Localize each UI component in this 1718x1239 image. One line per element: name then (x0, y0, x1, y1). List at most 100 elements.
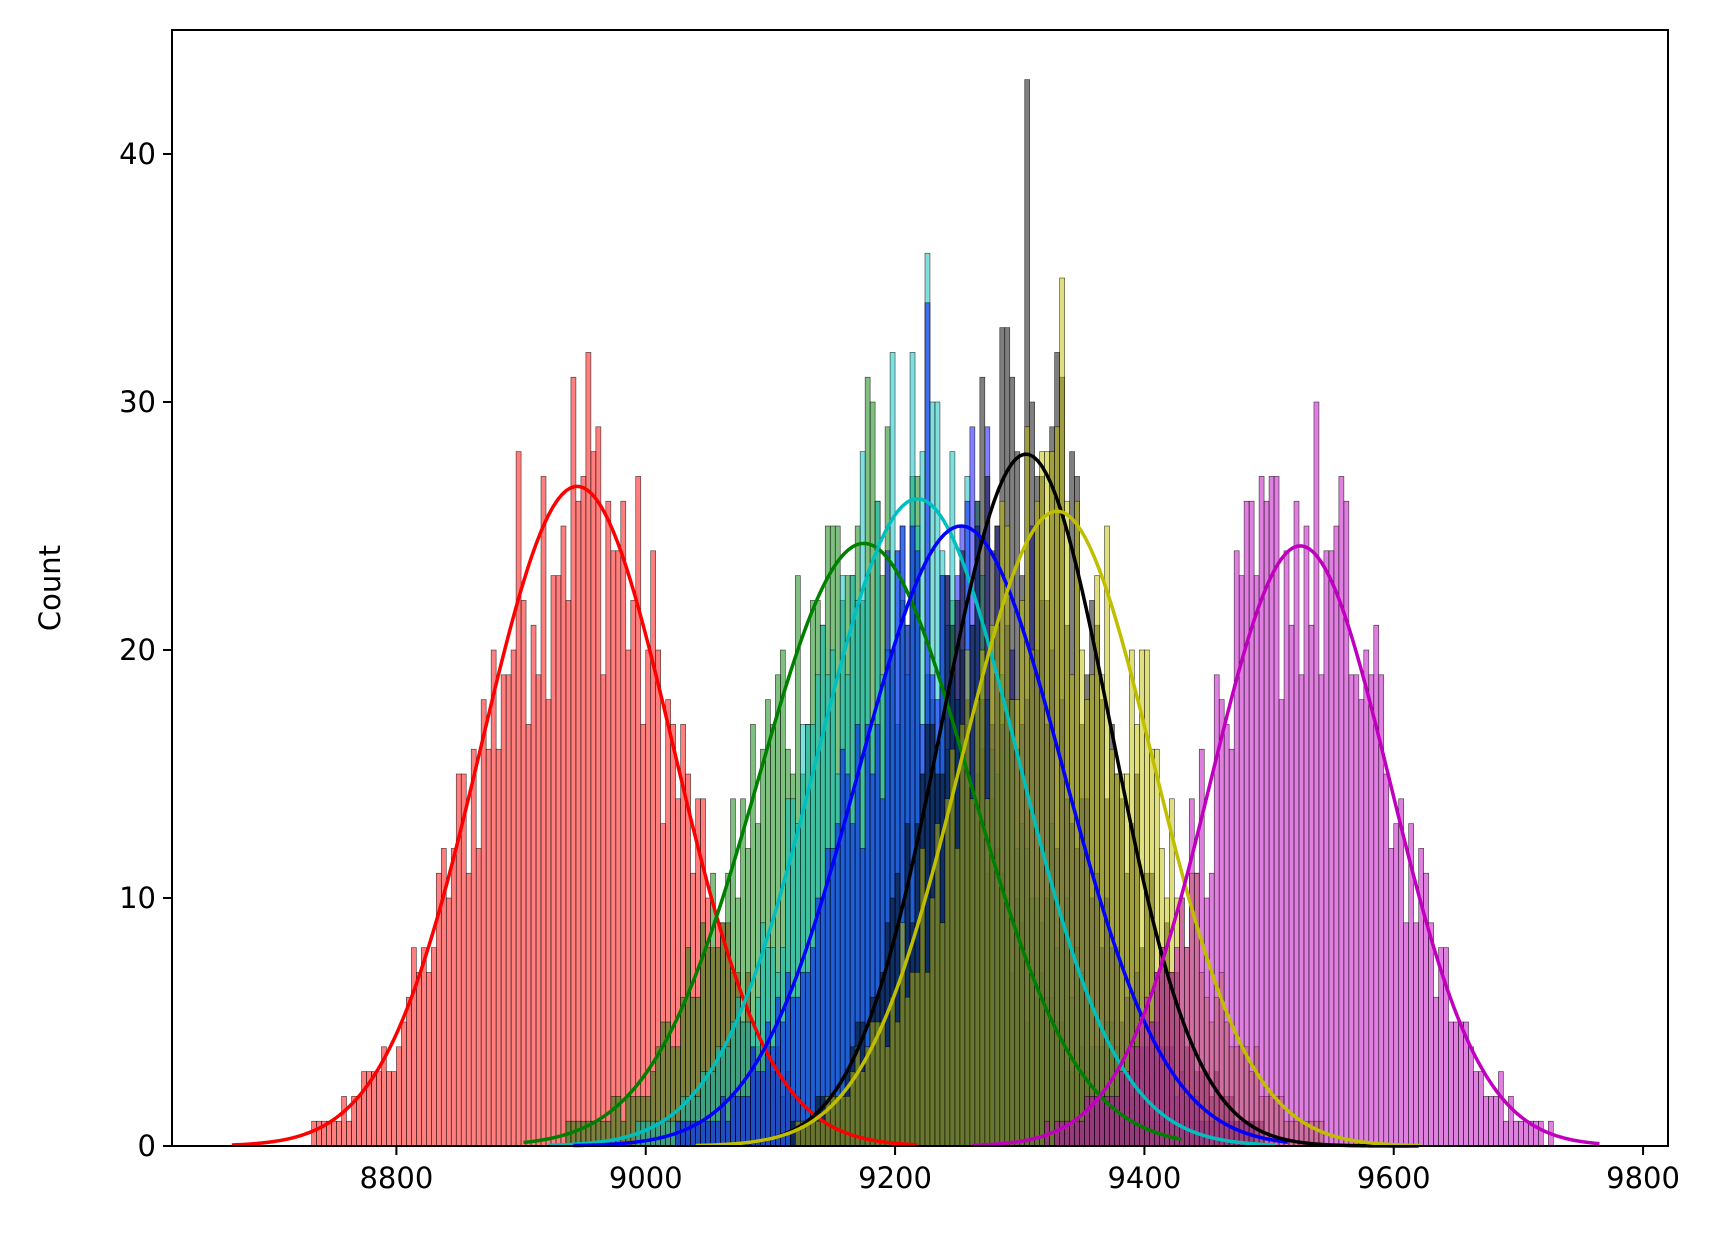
series-6-bar (1248, 500, 1255, 1147)
series-5-bar (834, 1096, 841, 1147)
x-tick-label: 9000 (609, 1161, 683, 1195)
series-6-bar (1208, 872, 1215, 1147)
series-5-bar (974, 699, 981, 1147)
series-0-bar (316, 1120, 322, 1147)
series-5-bar (889, 996, 896, 1147)
series-0-kde-line (231, 484, 918, 1147)
series-6-bar (1313, 401, 1320, 1147)
series-6-bar (1129, 1046, 1135, 1147)
series-5-bar (939, 922, 946, 1147)
series-6-bar (1099, 1096, 1105, 1147)
series-5-bar (1059, 277, 1065, 1147)
series-0-bar (495, 748, 502, 1147)
series-6-bar (1483, 1096, 1489, 1147)
series-6-bar (1218, 699, 1225, 1147)
series-3-bar (735, 1096, 741, 1147)
series-0-bar (445, 897, 452, 1147)
series-0-bar (555, 575, 562, 1147)
series-6-bar (1503, 1120, 1509, 1147)
series-6-bar (1074, 1120, 1080, 1147)
series-5-bar (1049, 451, 1055, 1147)
series-3-bar (705, 1120, 711, 1147)
series-0-bar (635, 476, 642, 1147)
series-6-bar (1478, 1071, 1484, 1147)
series-0-bar (341, 1096, 347, 1147)
series-6-bar (1283, 550, 1290, 1147)
series-0-bar (480, 699, 487, 1147)
series-6-bar (1084, 1096, 1090, 1147)
series-6-bar (1223, 724, 1230, 1147)
series-0-bar (565, 600, 572, 1147)
series-6-bar (1453, 1021, 1459, 1147)
x-tick-label: 9800 (1606, 1161, 1680, 1195)
series-5-bar (1044, 451, 1050, 1147)
series-6-bar (1363, 649, 1370, 1147)
series-3-bar (740, 1096, 746, 1147)
series-6-bar (1228, 748, 1235, 1147)
series-6-bar (1054, 1120, 1060, 1147)
series-0-bar (585, 352, 592, 1147)
series-0-bar (505, 674, 512, 1147)
plot-frame (171, 29, 1669, 1147)
series-6-bar (1338, 476, 1345, 1147)
series-6-bar (1174, 947, 1180, 1147)
series-0-bar (550, 575, 557, 1147)
series-5-kde-line (695, 509, 1422, 1148)
series-6-bar (1183, 947, 1190, 1147)
series-0-bar (406, 996, 412, 1147)
series-5-bar (894, 1021, 901, 1147)
series-5-bar (914, 972, 921, 1147)
series-0-bar (595, 426, 602, 1147)
series-5-bar (989, 624, 996, 1147)
series-5-bar (844, 1096, 851, 1147)
series-6-bar (1258, 476, 1265, 1147)
series-5-bar (969, 798, 976, 1147)
series-6-bar (1278, 699, 1285, 1147)
series-5-bar (959, 724, 966, 1147)
series-6-bar (1333, 525, 1340, 1147)
series-6-bars (1044, 401, 1554, 1147)
series-0-bar (475, 848, 482, 1147)
series-0-bar (396, 1046, 402, 1147)
series-0-bar (376, 1071, 382, 1147)
series-5-bar (1004, 525, 1011, 1147)
series-6-bar (1493, 1096, 1499, 1147)
series-5-bar (1019, 600, 1026, 1147)
series-6-bar (1473, 1071, 1479, 1147)
x-tick-label: 9400 (1107, 1161, 1181, 1195)
series-5-bar (854, 1046, 861, 1147)
series-0-bar (401, 1021, 407, 1147)
series-0-bar (610, 550, 617, 1147)
series-0-bar (570, 376, 577, 1147)
series-5-bar (904, 996, 911, 1147)
series-5-bar (899, 922, 906, 1147)
series-0-bar (600, 674, 607, 1147)
series-3-bar (839, 748, 846, 1147)
series-6-bar (1343, 500, 1350, 1147)
series-0-bar (625, 649, 632, 1147)
series-6-bar (1433, 996, 1439, 1147)
series-0-bar (331, 1120, 337, 1147)
series-3-kde-line (573, 524, 1288, 1148)
series-6-bar (1348, 674, 1355, 1147)
series-0-bar (640, 724, 647, 1147)
series-0-bar (510, 649, 517, 1147)
x-tick-label: 8800 (359, 1161, 433, 1195)
series-0-bar (416, 972, 422, 1147)
series-3-bar (750, 1046, 756, 1147)
series-6-bar (1308, 624, 1315, 1147)
series-3-bar (755, 1071, 761, 1147)
series-5-bar (859, 1071, 866, 1147)
series-6-kde-line (972, 544, 1600, 1147)
series-6-bar (1413, 922, 1419, 1147)
series-6-bar (1134, 1046, 1140, 1147)
series-6-bar (1428, 922, 1434, 1147)
series-0-bar (545, 699, 552, 1147)
series-3-bar (710, 1120, 716, 1147)
series-5-bar (884, 1046, 891, 1147)
series-3-bar (725, 1120, 731, 1147)
series-5-bar (924, 972, 931, 1147)
series-0-bar (620, 500, 627, 1147)
series-0-bar (426, 972, 432, 1147)
